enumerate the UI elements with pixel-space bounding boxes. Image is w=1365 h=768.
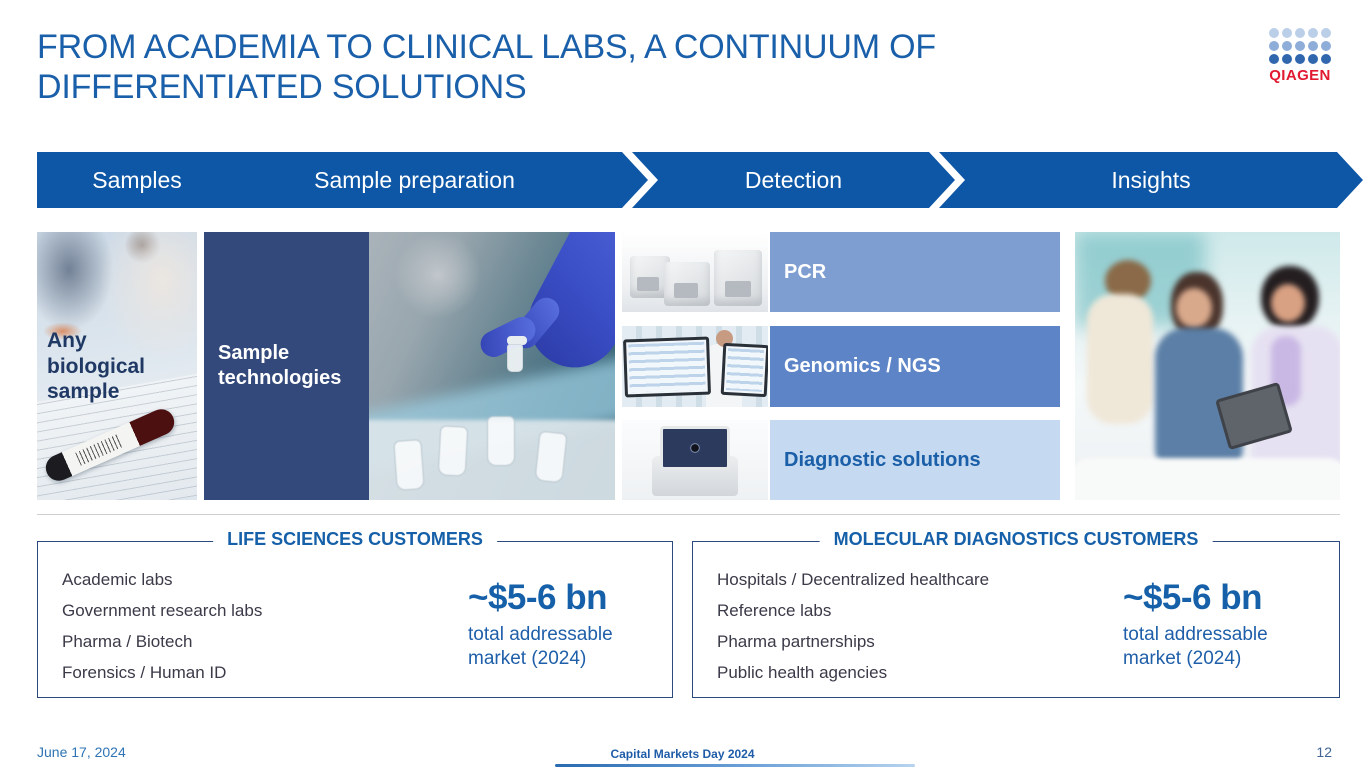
vial-graphic	[507, 344, 523, 372]
process-step-detection: Detection	[632, 152, 955, 208]
list-item: Public health agencies	[717, 663, 888, 682]
any-biological-sample-caption: Any biological sample	[47, 329, 146, 404]
list-item: Pharma / Biotech	[62, 632, 193, 651]
sample-preparation-photo	[369, 232, 615, 500]
list-item: Forensics / Human ID	[62, 663, 227, 682]
market-value: ~$5-6 bn	[1123, 578, 1262, 617]
gloved-hand-graphic	[512, 232, 615, 384]
process-step-insights: Insights	[939, 152, 1363, 208]
sample-technologies-box: Sample technologies	[204, 232, 369, 500]
monitor-graphic	[720, 342, 768, 398]
instrument-screen-graphic	[660, 426, 730, 470]
process-step-label: Insights	[1111, 166, 1191, 193]
list-item: Academic labs	[62, 570, 173, 589]
pcr-instruments-photo	[622, 232, 768, 312]
slide-title: FROM ACADEMIA TO CLINICAL LABS, A CONTIN…	[37, 28, 936, 106]
list-item: Pharma partnerships	[717, 632, 875, 651]
market-value: ~$5-6 bn	[468, 578, 607, 617]
detection-category-label: PCR	[784, 260, 827, 283]
market-note: total addressable market (2024)	[1123, 624, 1268, 669]
list-item: Hospitals / Decentralized healthcare	[717, 570, 990, 589]
list-item: Reference labs	[717, 601, 832, 620]
footer-event-title: Capital Markets Day 2024	[610, 747, 755, 761]
panel-title: LIFE SCIENCES CUSTOMERS	[213, 529, 497, 550]
section-divider	[37, 514, 1340, 515]
genomics-workstation-photo	[622, 326, 768, 407]
diagnostic-instrument-photo	[622, 420, 768, 500]
panel-title: MOLECULAR DIAGNOSTICS CUSTOMERS	[819, 529, 1213, 550]
detection-category-genomics: Genomics / NGS	[770, 326, 1060, 407]
process-step-label: Sample preparation	[314, 166, 515, 193]
molecular-diagnostics-customers-panel: MOLECULAR DIAGNOSTICS CUSTOMERS Hospital…	[692, 529, 1340, 698]
market-size-block: ~$5-6 bn total addressable market (2024)	[468, 578, 668, 671]
footer-date: June 17, 2024	[37, 744, 126, 760]
sample-technologies-label: Sample technologies	[218, 342, 342, 389]
qiagen-logo: QIAGEN	[1268, 28, 1332, 84]
biological-sample-photo: Any biological sample	[37, 232, 197, 500]
list-item: Government research labs	[62, 601, 263, 620]
monitor-graphic	[623, 336, 711, 398]
process-step-sample-preparation: Sample preparation	[181, 152, 648, 208]
insights-photo	[1075, 232, 1340, 500]
qiagen-logo-dots-icon	[1268, 28, 1332, 64]
customer-list: Hospitals / Decentralized healthcare Ref…	[717, 564, 989, 688]
process-step-samples: Samples	[37, 152, 217, 208]
customer-list: Academic labs Government research labs P…	[62, 564, 262, 688]
detection-category-label: Genomics / NGS	[784, 355, 941, 377]
market-size-block: ~$5-6 bn total addressable market (2024)	[1123, 578, 1323, 671]
exam-table-graphic	[1075, 458, 1340, 500]
qiagen-logo-text: QIAGEN	[1269, 67, 1331, 84]
vial-cap-graphic	[507, 336, 527, 345]
footer-accent-bar	[555, 764, 915, 767]
detection-category-label: Diagnostic solutions	[784, 448, 981, 471]
page-number: 12	[1316, 744, 1332, 760]
process-step-label: Samples	[92, 166, 182, 193]
detection-category-pcr: PCR	[770, 232, 1060, 312]
life-sciences-customers-panel: LIFE SCIENCES CUSTOMERS Academic labs Go…	[37, 529, 673, 698]
process-step-label: Detection	[744, 166, 843, 193]
detection-category-diagnostics: Diagnostic solutions	[770, 420, 1060, 500]
market-note: total addressable market (2024)	[468, 624, 613, 669]
